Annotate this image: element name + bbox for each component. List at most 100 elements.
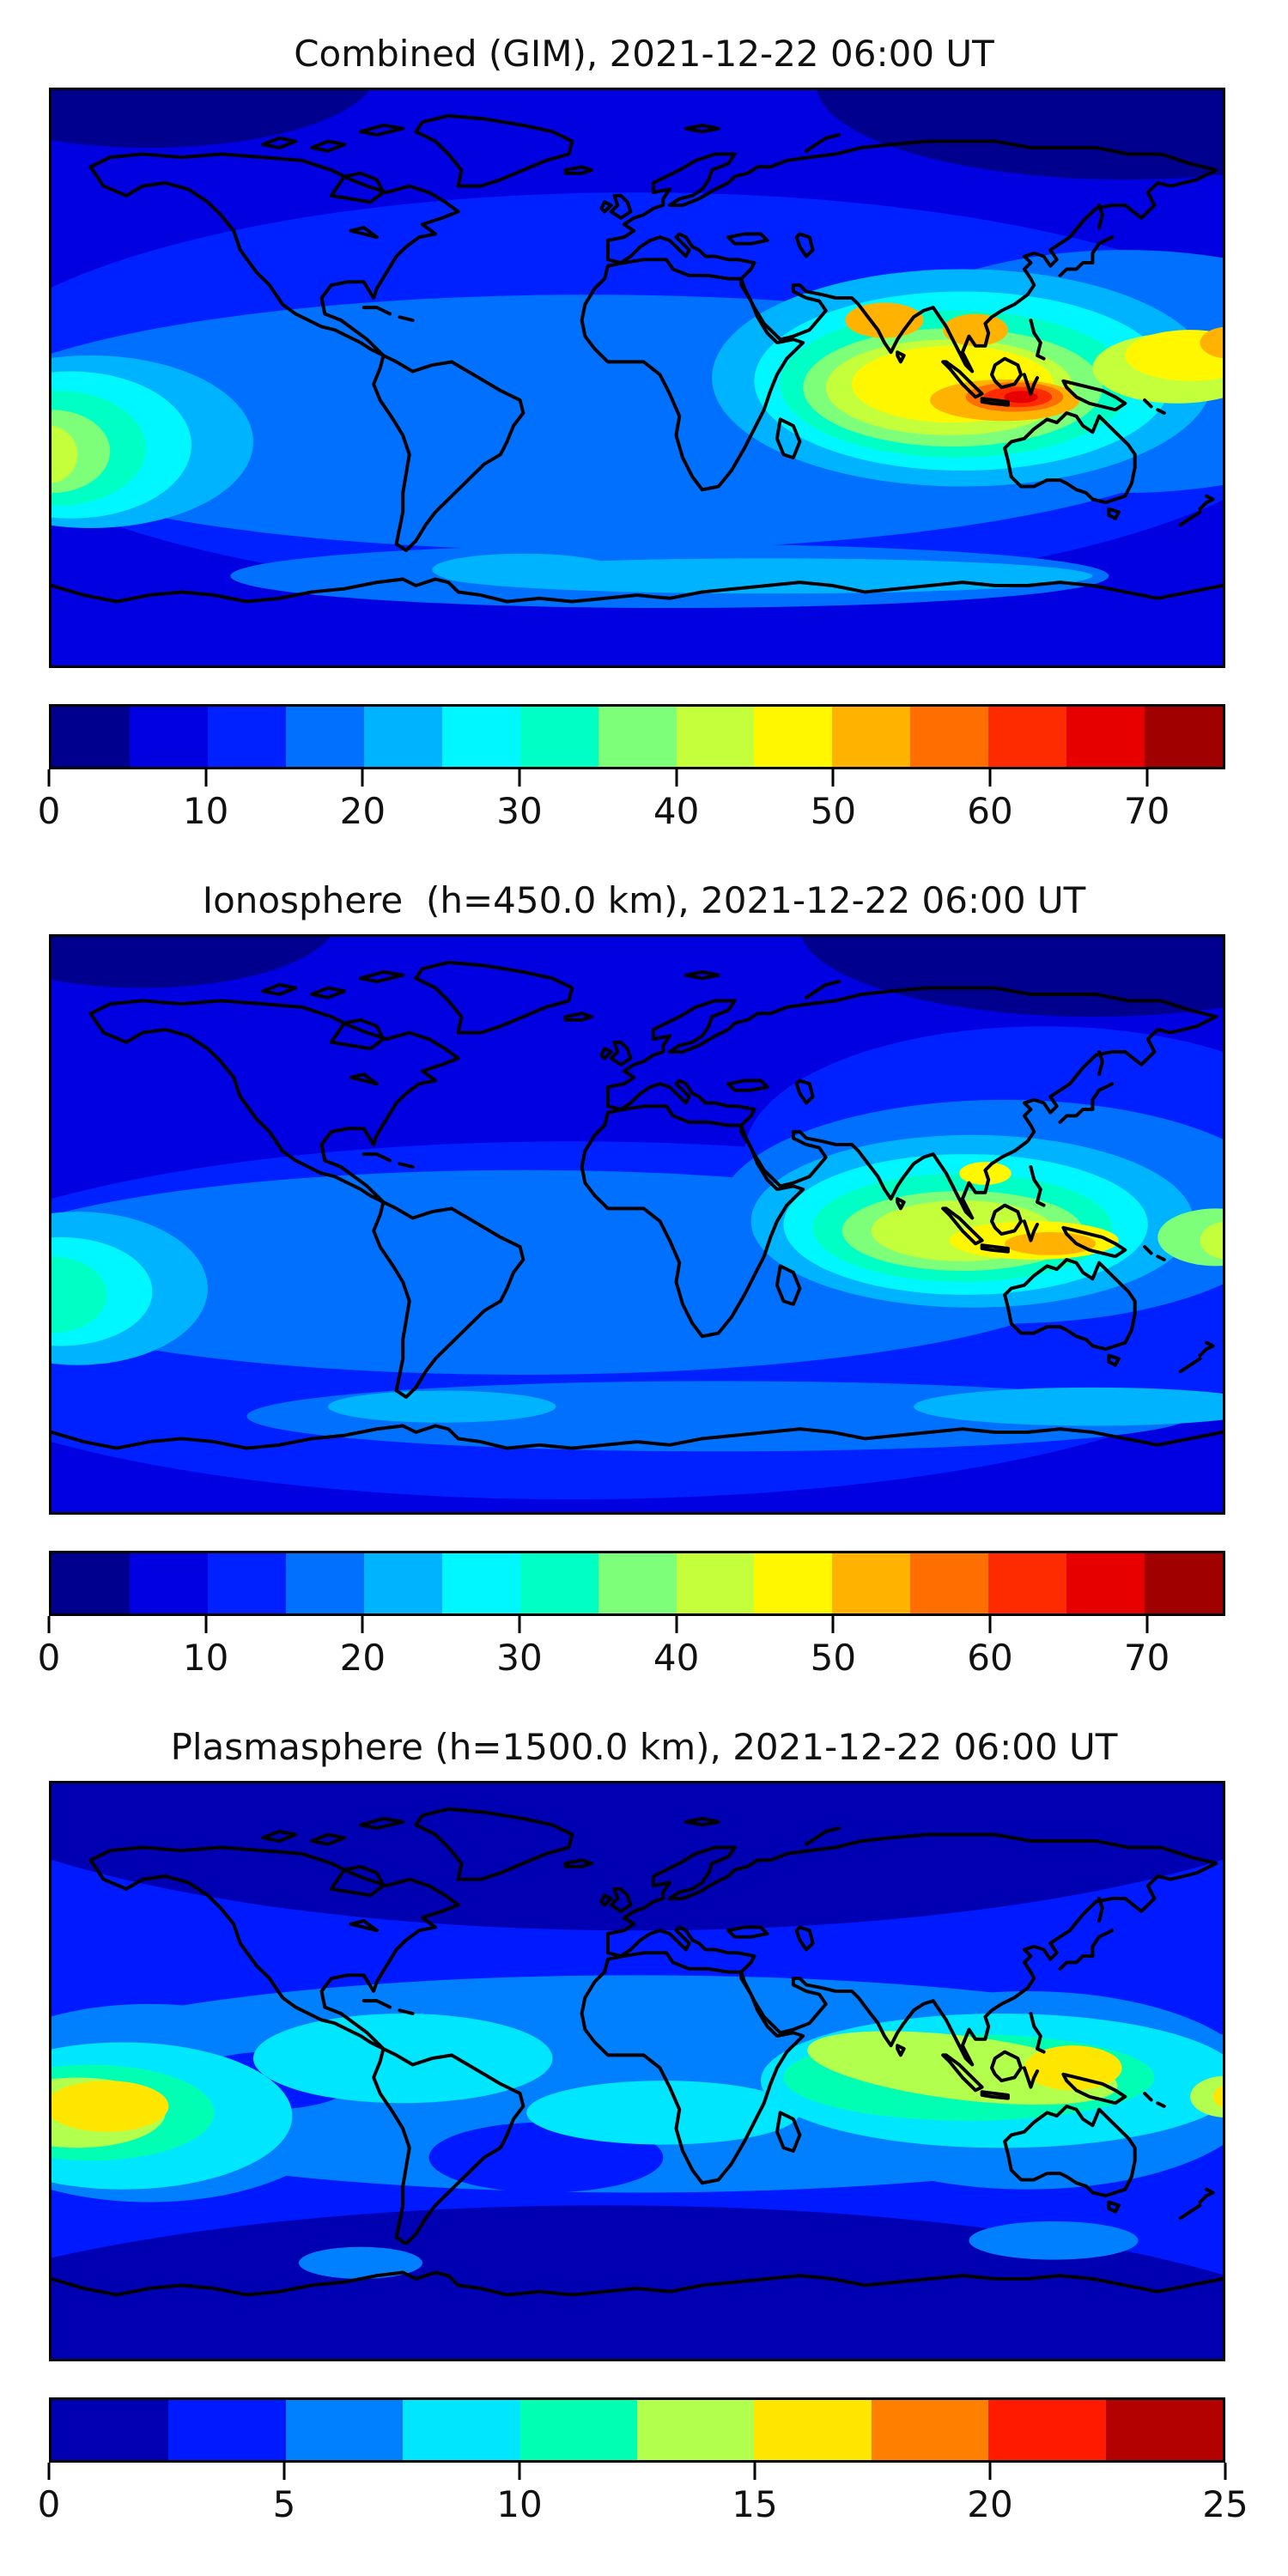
colorbar-segment bbox=[207, 1553, 286, 1613]
tick-mark bbox=[1224, 2463, 1227, 2480]
coastline bbox=[1003, 1257, 1137, 1352]
coastline bbox=[599, 200, 613, 214]
coastline bbox=[980, 2090, 1010, 2100]
coastline bbox=[372, 2046, 526, 2245]
panel-title: Plasmasphere (h=1500.0 km), 2021-12-22 0… bbox=[170, 1726, 1118, 1768]
coastline bbox=[941, 2053, 984, 2093]
coastline bbox=[941, 1206, 984, 1246]
coastline bbox=[683, 1816, 720, 1827]
world-map-plasmasphere bbox=[49, 1781, 1225, 2361]
coastline bbox=[261, 1829, 298, 1843]
contour-band bbox=[1212, 2085, 1223, 2108]
colorbar-segment bbox=[168, 2400, 286, 2460]
coastline bbox=[726, 1925, 769, 1939]
tick-mark bbox=[675, 769, 678, 787]
coastline bbox=[1156, 408, 1166, 415]
coastline bbox=[52, 577, 1223, 604]
coastline bbox=[896, 350, 906, 364]
tick-mark bbox=[675, 1616, 678, 1633]
coastline bbox=[361, 306, 392, 316]
tick-mark bbox=[204, 1616, 208, 1633]
colorbar-segment bbox=[1105, 2400, 1224, 2460]
tick-mark bbox=[283, 2463, 286, 2480]
coastline bbox=[261, 982, 298, 996]
coastline bbox=[1029, 2012, 1046, 2054]
contour-map-svg bbox=[52, 90, 1223, 665]
contour-band bbox=[1024, 2045, 1122, 2091]
tick-label: 70 bbox=[1123, 790, 1170, 832]
colorbar-segment bbox=[988, 707, 1067, 767]
coastline bbox=[349, 226, 379, 240]
tick-mark bbox=[47, 769, 51, 787]
colorbar-segment bbox=[285, 2400, 404, 2460]
tick-label: 40 bbox=[653, 1637, 700, 1679]
tick-label: 20 bbox=[967, 2483, 1013, 2525]
coastline bbox=[605, 139, 1218, 374]
colorbar-segment bbox=[676, 707, 755, 767]
contour-band bbox=[432, 553, 615, 586]
colorbar-segment bbox=[441, 1553, 520, 1613]
colorbar-segment bbox=[403, 2400, 520, 2460]
coastline bbox=[794, 232, 815, 258]
coastline bbox=[775, 2111, 802, 2154]
colorbar bbox=[49, 704, 1225, 769]
tick-label: 10 bbox=[182, 1637, 229, 1679]
colorbar-segment bbox=[910, 1553, 989, 1613]
panel-title: Ionosphere (h=450.0 km), 2021-12-22 06:0… bbox=[202, 879, 1086, 921]
coastline bbox=[1022, 1219, 1040, 1242]
coastline bbox=[1107, 507, 1121, 520]
colorbar-segment bbox=[52, 1553, 130, 1613]
coastline bbox=[329, 1864, 386, 1898]
colorbar-segment bbox=[871, 2400, 989, 2460]
coastline bbox=[372, 1200, 526, 1399]
tick-mark bbox=[204, 769, 208, 787]
coastline bbox=[1061, 2072, 1127, 2105]
coastline bbox=[1097, 1050, 1104, 1077]
contour-band bbox=[969, 2221, 1139, 2260]
colorbar-segment bbox=[519, 707, 598, 767]
tick-label: 0 bbox=[37, 1637, 61, 1679]
colorbar-segment bbox=[754, 707, 833, 767]
coastline bbox=[683, 969, 720, 981]
colorbar-segment bbox=[910, 707, 989, 767]
colorbar-segment bbox=[1145, 707, 1224, 767]
tick-label: 0 bbox=[37, 2483, 61, 2525]
colorbar-segment bbox=[129, 707, 208, 767]
colorbar-ticks: 0 10 20 30 40 50 60 70 bbox=[38, 1616, 1225, 1728]
coastline bbox=[989, 2050, 1024, 2083]
tick-label: 70 bbox=[1123, 1637, 1170, 1679]
panel-title: Combined (GIM), 2021-12-22 06:00 UT bbox=[294, 33, 994, 75]
colorbar-segment bbox=[832, 707, 911, 767]
coastline bbox=[1156, 2101, 1166, 2108]
tick-label: 20 bbox=[339, 790, 386, 832]
coastline bbox=[805, 1826, 841, 1846]
coastline bbox=[1061, 1225, 1127, 1259]
coastline bbox=[989, 1203, 1024, 1236]
coastline bbox=[1022, 2066, 1040, 2089]
coastline bbox=[580, 1104, 805, 1339]
tick-mark bbox=[988, 1616, 992, 1633]
contour-map-svg bbox=[52, 937, 1223, 1512]
contour-band bbox=[817, 90, 1223, 180]
coastline bbox=[329, 171, 386, 204]
colorbar-segment bbox=[285, 1553, 364, 1613]
world-map-ionosphere bbox=[49, 934, 1225, 1515]
colorbar-segment bbox=[441, 707, 520, 767]
contour-band bbox=[526, 2081, 800, 2145]
coastline bbox=[1061, 379, 1127, 412]
coastline bbox=[398, 1162, 415, 1169]
coastline bbox=[1156, 1255, 1166, 1261]
tick-label: 0 bbox=[37, 790, 61, 832]
colorbar-segment bbox=[988, 1553, 1067, 1613]
colorbar-segment bbox=[598, 707, 677, 767]
coastline bbox=[726, 1078, 769, 1092]
colorbar-segment bbox=[129, 1553, 208, 1613]
coastline bbox=[414, 960, 574, 1035]
tick-mark bbox=[1145, 1616, 1149, 1633]
coastline bbox=[1029, 1165, 1046, 1207]
coastline bbox=[349, 1919, 379, 1933]
tick-label: 30 bbox=[496, 1637, 543, 1679]
tick-label: 15 bbox=[732, 2483, 778, 2525]
contour-band bbox=[1200, 326, 1223, 359]
